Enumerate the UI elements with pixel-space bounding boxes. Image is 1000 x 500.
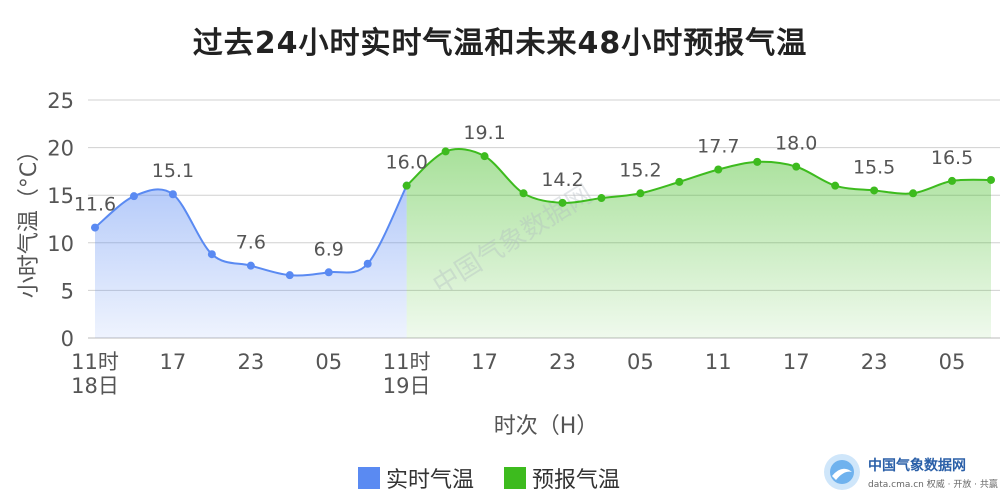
x-tick-label: 17 [783,350,810,374]
data-point-forecast [948,176,957,185]
x-tick-sublabel: 19日 [383,374,431,398]
data-label-observed: 15.1 [152,160,194,182]
x-tick-label: 17 [160,350,187,374]
data-label-forecast: 16.5 [931,147,973,169]
brand-name: 中国气象数据网 [868,457,966,474]
x-tick-sublabel: 18日 [71,374,119,398]
data-point-forecast [402,181,411,190]
series-points [91,147,995,280]
y-tick-label: 5 [61,279,74,303]
brand-logo-block: 中国气象数据网 data.cma.cn 权威 · 开放 · 共赢 [822,452,998,492]
y-tick-label: 15 [47,184,74,208]
x-tick-label: 11时 [71,350,119,374]
data-label-observed: 6.9 [314,238,344,260]
data-label-observed: 7.6 [236,232,266,254]
x-tick-label: 23 [237,350,264,374]
data-labels: 11.6 15.1 7.6 6.9 16.0 19.1 14.2 15.2 17.7 18.0 15… [74,122,973,260]
data-label-forecast: 19.1 [463,122,505,144]
data-label-forecast: 15.5 [853,156,895,178]
line-forecast [405,148,992,204]
data-point-forecast [480,152,489,161]
legend-label-observed: 实时气温 [386,468,475,493]
data-point-forecast [909,189,918,198]
x-tick-label: 11时 [383,350,431,374]
data-point-forecast [987,175,995,184]
x-tick-label: 05 [939,350,966,374]
y-tick-label: 0 [61,327,74,351]
series-areas [95,149,991,338]
data-label-forecast: 14.2 [541,169,583,191]
y-axis-title: 小时气温（°C） [17,140,42,298]
data-label-forecast: 17.7 [697,135,739,157]
legend-label-forecast: 预报气温 [532,468,621,493]
x-tick-label: 23 [861,350,888,374]
cma-data-logo-icon [824,454,860,490]
data-label-forecast: 15.2 [619,159,661,181]
data-point-forecast [714,165,723,174]
data-point-observed [285,271,294,280]
data-point-observed [363,259,372,268]
data-point-forecast [753,157,762,166]
y-tick-label: 10 [47,232,74,256]
data-point-forecast [441,147,450,156]
area-forecast [406,149,991,338]
data-point-observed [91,223,99,232]
x-tick-label: 11 [705,350,732,374]
data-label-observed: 11.6 [74,194,116,216]
data-point-observed [207,250,216,259]
temperature-chart: 中国气象数据网 11.615.17.6 6.916.019.114.2 15.217… [17,89,1000,439]
y-tick-label: 25 [47,89,74,113]
data-label-forecast: 18.0 [775,133,817,155]
x-tick-label: 17 [471,350,498,374]
x-tick-label: 05 [315,350,342,374]
chart-title: 过去24小时实时气温和未来48小时预报气温 [192,26,808,61]
legend-swatch-observed [358,467,380,489]
legend-swatch-forecast [504,467,527,489]
legend-item-observed[interactable]: 实时气温 [358,462,474,494]
data-label-observed: 16.0 [385,152,427,174]
data-point-observed [324,268,333,277]
data-point-observed [246,261,255,270]
data-point-forecast [675,177,684,186]
data-point-observed [168,190,177,199]
data-point-forecast [792,162,801,171]
x-axis-title: 时次（H） [494,414,599,439]
data-point-forecast [831,181,840,190]
data-point-forecast [558,198,567,207]
data-point-forecast [519,189,528,198]
legend: 实时气温 预报气温 [358,462,650,494]
data-point-forecast [597,194,606,203]
data-point-observed [129,192,138,201]
brand-tagline: data.cma.cn 权威 · 开放 · 共赢 [868,479,998,490]
x-tick-label: 05 [627,350,654,374]
x-tick-label: 23 [549,350,576,374]
area-observed [95,185,407,338]
data-point-forecast [870,186,879,195]
data-point-forecast [636,189,645,198]
legend-item-forecast[interactable]: 预报气温 [504,462,620,494]
y-tick-label: 20 [47,137,74,161]
